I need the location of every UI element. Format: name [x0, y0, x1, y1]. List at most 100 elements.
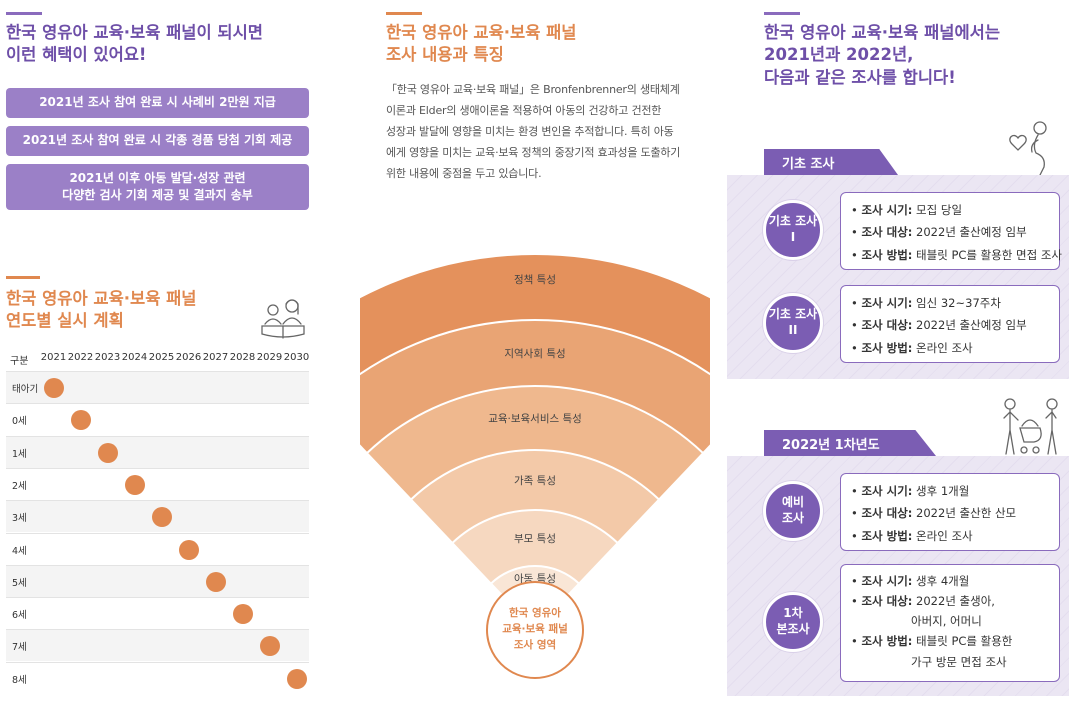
survey-card-main-1: • 조사 시기: 생후 4개월 • 조사 대상: 2022년 출생아, 아버지,… — [840, 564, 1060, 682]
plan-row: 태아기 — [6, 371, 309, 403]
annual-plan-table: 구분 2021 2022 2023 2024 2025 2026 2027 2028 2029 2… — [6, 344, 309, 701]
benefits-accent-bar — [6, 12, 42, 15]
plan-accent-bar — [6, 276, 40, 279]
plan-row: 2세 — [6, 467, 309, 500]
surveys-title-line-2: 2021년과 2022년, — [764, 45, 914, 65]
plan-row: 1세 — [6, 435, 309, 468]
plan-dot — [206, 571, 226, 592]
features-title-line-2: 조사 내용과 특징 — [386, 45, 504, 65]
plan-dot — [152, 507, 172, 528]
survey-label-basic-2: 기초 조사 II — [763, 293, 823, 353]
surveys-title: 한국 영유아 교육·보육 패널에서는 2021년과 2022년, 다음과 같은 … — [764, 22, 1000, 89]
paragraph-line: 위한 내용에 중점을 두고 있습니다. — [386, 166, 542, 180]
plan-year-2023: 2023 — [94, 352, 121, 363]
plan-header-age: 구분 — [10, 356, 29, 367]
fan-layer-label: 가족 특성 — [514, 475, 556, 487]
benefits-title: 한국 영유아 교육·보육 패널이 되시면 이런 혜택이 있어요! — [6, 22, 263, 67]
plan-row-age: 4세 — [12, 545, 27, 557]
paragraph-line: 성장과 발달에 영향을 미치는 환경 변인을 추적합니다. 특히 아동 — [386, 124, 674, 138]
survey-item-period: • 조사 시기: 생후 1개월 — [851, 484, 970, 498]
benefit-item-3: 2021년 이후 아동 발달·성장 관련 다양한 검사 기회 제공 및 결과지 … — [6, 164, 309, 210]
benefits-title-line-2: 이런 혜택이 있어요! — [6, 45, 147, 65]
plan-row: 5세 — [6, 564, 309, 597]
fan-core-label: 조사 영역 — [514, 638, 556, 651]
paragraph-line: 이론과 Elder의 생애이론을 적용하여 아동의 건강하고 건전한 — [386, 103, 662, 117]
plan-year-2028: 2028 — [229, 352, 256, 363]
survey-item-period: • 조사 시기: 모집 당일 — [851, 203, 963, 217]
benefit-item-text: 2021년 이후 아동 발달·성장 관련 — [69, 170, 246, 185]
benefit-item-text: 2021년 조사 참여 완료 시 각종 경품 당첨 기회 제공 — [22, 133, 293, 148]
benefit-item-2: 2021년 조사 참여 완료 시 각종 경품 당첨 기회 제공 — [6, 126, 309, 156]
features-title: 한국 영유아 교육·보육 패널 조사 내용과 특징 — [386, 22, 576, 67]
plan-row-age: 3세 — [12, 513, 27, 525]
plan-dot — [98, 442, 118, 463]
plan-row-age: 6세 — [12, 610, 27, 622]
features-paragraph: 「한국 영유아 교육·보육 패널」은 Bronfenbrenner의 생태체계 … — [386, 80, 701, 184]
plan-row-age: 8세 — [12, 674, 27, 686]
plan-title-line-1: 한국 영유아 교육·보육 패널 — [6, 289, 197, 308]
plan-dot — [44, 378, 64, 398]
plan-row: 6세 — [6, 597, 309, 630]
survey-label-preliminary: 예비 조사 — [763, 481, 823, 541]
survey-card-preliminary: • 조사 시기: 생후 1개월 • 조사 대상: 2022년 출산한 산모 • … — [840, 473, 1060, 551]
plan-dot — [125, 474, 145, 495]
tab-label: 2022년 1차년도 — [782, 437, 880, 453]
survey-item-method: • 조사 방법: 온라인 조사 — [851, 340, 973, 355]
benefit-item-1: 2021년 조사 참여 완료 시 사례비 2만원 지급 — [6, 88, 309, 118]
survey-item-method: • 조사 방법: 태블릿 PC를 활용한 면접 조사 — [851, 247, 1063, 262]
plan-dot — [233, 604, 253, 625]
tab-basic-survey: 기초 조사 — [764, 149, 898, 175]
features-title-line-1: 한국 영유아 교육·보육 패널 — [386, 23, 577, 42]
survey-item-target: • 조사 대상: 2022년 출산한 산모 — [851, 506, 1017, 521]
fan-layer-label: 교육·보육서비스 특성 — [488, 413, 582, 425]
survey-card-basic-2: • 조사 시기: 임신 32~37주차 • 조사 대상: 2022년 출산예정 … — [840, 285, 1060, 363]
survey-item-method: • 조사 방법: 온라인 조사 — [851, 528, 973, 543]
survey-card-basic-1: • 조사 시기: 모집 당일 • 조사 대상: 2022년 출산예정 임부 • … — [840, 192, 1063, 270]
plan-row-age: 5세 — [12, 577, 27, 589]
plan-row-age: 1세 — [12, 448, 27, 460]
plan-row-age: 7세 — [12, 642, 27, 654]
plan-dot — [287, 668, 307, 689]
tab-first-year: 2022년 1차년도 — [764, 430, 936, 456]
plan-dot — [179, 539, 199, 560]
plan-row-age: 2세 — [12, 480, 27, 492]
plan-row: 0세 — [6, 403, 309, 436]
survey-label-basic-1: 기초 조사 I — [763, 200, 823, 260]
plan-row: 4세 — [6, 532, 309, 565]
fan-core-circle — [486, 581, 584, 679]
plan-row: 3세 — [6, 500, 309, 533]
survey-item-target: • 조사 대상: 2022년 출산예정 임부 — [851, 318, 1027, 333]
plan-year-2029: 2029 — [256, 352, 283, 363]
tab-label: 기초 조사 — [782, 156, 835, 172]
parents-with-stroller-icon — [1003, 398, 1058, 455]
paragraph-line: 「한국 영유아 교육·보육 패널」은 Bronfenbrenner의 생태체계 — [386, 83, 680, 96]
survey-item-period: • 조사 시기: 임신 32~37주차 — [851, 296, 1001, 310]
fan-core-label: 한국 영유아 — [509, 606, 561, 619]
plan-row: 7세 — [6, 629, 309, 662]
survey-item-method: • 조사 방법: 태블릿 PC를 활용한 가구 방문 면접 조사 — [851, 634, 1013, 669]
plan-year-2030: 2030 — [283, 352, 310, 363]
fan-layer-label: 지역사회 특성 — [504, 348, 565, 360]
plan-year-2027: 2027 — [202, 352, 229, 363]
reading-people-icon — [261, 299, 305, 339]
plan-year-2025: 2025 — [148, 352, 175, 363]
benefit-item-text: 다양한 검사 기회 제공 및 결과지 송부 — [62, 188, 253, 202]
plan-title: 한국 영유아 교육·보육 패널 연도별 실시 계획 — [6, 288, 196, 333]
paragraph-line: 에게 영향을 미치는 교육·보육 정책의 중장기적 효과성을 도출하기 — [386, 145, 681, 159]
survey-label-main-1: 1차 본조사 — [763, 592, 823, 652]
benefits-title-line-1: 한국 영유아 교육·보육 패널이 되시면 — [6, 23, 263, 42]
features-accent-bar — [386, 12, 422, 15]
fan-layer-label: 아동 특성 — [514, 573, 556, 585]
surveys-title-line-1: 한국 영유아 교육·보육 패널에서는 — [764, 23, 1001, 42]
fan-core-label: 교육·보육 패널 — [502, 622, 568, 635]
surveys-accent-bar — [764, 12, 800, 15]
pregnant-woman-icon — [1009, 121, 1047, 176]
plan-year-2021: 2021 — [40, 352, 67, 363]
plan-dot — [260, 636, 280, 657]
fan-layer-label: 정책 특성 — [514, 274, 556, 286]
fan-layer-label: 부모 특성 — [514, 533, 556, 545]
surveys-title-line-3: 다음과 같은 조사를 합니다! — [764, 67, 956, 87]
plan-title-line-2: 연도별 실시 계획 — [6, 311, 124, 331]
plan-dot — [71, 410, 91, 431]
